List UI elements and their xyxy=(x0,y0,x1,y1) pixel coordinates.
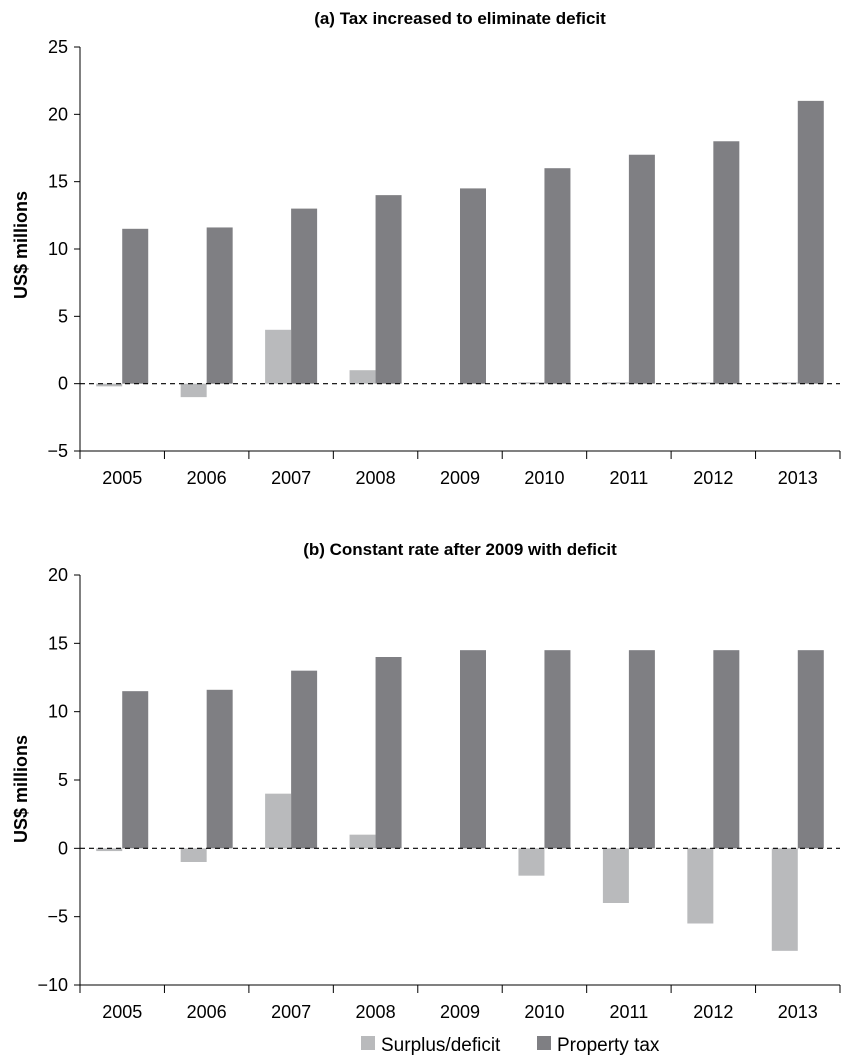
x-tick-label: 2011 xyxy=(610,1002,649,1022)
bar-property-tax xyxy=(376,657,402,848)
x-tick-label: 2005 xyxy=(102,468,142,488)
legend-label-property-tax: Property tax xyxy=(557,1035,660,1056)
chart-title: (b) Constant rate after 2009 with defici… xyxy=(303,540,617,559)
bar-property-tax xyxy=(713,141,739,383)
bar-surplus-deficit xyxy=(603,848,629,903)
y-tick-label: −5 xyxy=(47,907,68,927)
bar-property-tax xyxy=(798,101,824,384)
x-tick-label: 2013 xyxy=(778,1002,818,1022)
legend: Surplus/deficit Property tax xyxy=(361,1035,660,1056)
y-tick-label: 0 xyxy=(58,374,68,394)
y-tick-label: 10 xyxy=(48,239,68,259)
bar-surplus-deficit xyxy=(265,794,291,849)
chart-panel-a: (a) Tax increased to eliminate deficit U… xyxy=(11,9,840,488)
bar-property-tax xyxy=(291,671,317,849)
x-tick-label: 2006 xyxy=(187,468,227,488)
y-tick-label: 10 xyxy=(48,702,68,722)
bar-property-tax xyxy=(798,650,824,848)
y-axis-label: US$ millions xyxy=(11,735,31,843)
chart-title: (a) Tax increased to eliminate deficit xyxy=(314,9,606,28)
x-tick-label: 2008 xyxy=(356,468,396,488)
bar-surplus-deficit xyxy=(687,382,713,383)
y-tick-label: 25 xyxy=(48,37,68,57)
x-tick-label: 2006 xyxy=(187,1002,227,1022)
y-tick-label: 15 xyxy=(48,633,68,653)
y-tick-label: 15 xyxy=(48,172,68,192)
bar-surplus-deficit xyxy=(772,848,798,951)
bar-property-tax xyxy=(207,690,233,849)
y-tick-label: −5 xyxy=(47,441,68,461)
bar-property-tax xyxy=(544,650,570,848)
x-tick-label: 2013 xyxy=(778,468,818,488)
x-tick-label: 2011 xyxy=(610,468,649,488)
x-tick-label: 2005 xyxy=(102,1002,142,1022)
x-tick-label: 2010 xyxy=(524,468,564,488)
bar-property-tax xyxy=(544,168,570,383)
bar-surplus-deficit xyxy=(518,848,544,875)
legend-swatch-property-tax xyxy=(537,1036,551,1050)
bar-property-tax xyxy=(460,188,486,383)
y-tick-label: 20 xyxy=(48,104,68,124)
bar-surplus-deficit xyxy=(265,330,291,384)
bar-surplus-deficit xyxy=(181,848,207,862)
chart-panel-b: (b) Constant rate after 2009 with defici… xyxy=(11,540,840,1022)
bar-surplus-deficit xyxy=(350,370,376,383)
legend-label-surplus: Surplus/deficit xyxy=(381,1035,501,1056)
bar-property-tax xyxy=(291,209,317,384)
bar-property-tax xyxy=(713,650,739,848)
bar-property-tax xyxy=(207,227,233,383)
x-tick-label: 2009 xyxy=(440,468,480,488)
x-tick-label: 2010 xyxy=(524,1002,564,1022)
legend-swatch-surplus xyxy=(361,1036,375,1050)
bar-property-tax xyxy=(376,195,402,384)
y-tick-label: 5 xyxy=(58,770,68,790)
y-tick-label: 5 xyxy=(58,306,68,326)
x-tick-label: 2012 xyxy=(693,1002,733,1022)
bar-surplus-deficit xyxy=(687,848,713,923)
bar-property-tax xyxy=(629,650,655,848)
bar-property-tax xyxy=(122,229,148,384)
x-tick-label: 2009 xyxy=(440,1002,480,1022)
bar-property-tax xyxy=(122,691,148,848)
bar-property-tax xyxy=(629,155,655,384)
y-tick-label: −10 xyxy=(37,975,68,995)
y-axis-label: US$ millions xyxy=(11,191,31,299)
bar-property-tax xyxy=(460,650,486,848)
x-tick-label: 2008 xyxy=(356,1002,396,1022)
x-tick-label: 2007 xyxy=(271,468,311,488)
bar-surplus-deficit xyxy=(350,835,376,849)
y-tick-label: 20 xyxy=(48,565,68,585)
bar-surplus-deficit xyxy=(181,384,207,397)
y-tick-label: 0 xyxy=(58,838,68,858)
x-tick-label: 2007 xyxy=(271,1002,311,1022)
x-tick-label: 2012 xyxy=(693,468,733,488)
